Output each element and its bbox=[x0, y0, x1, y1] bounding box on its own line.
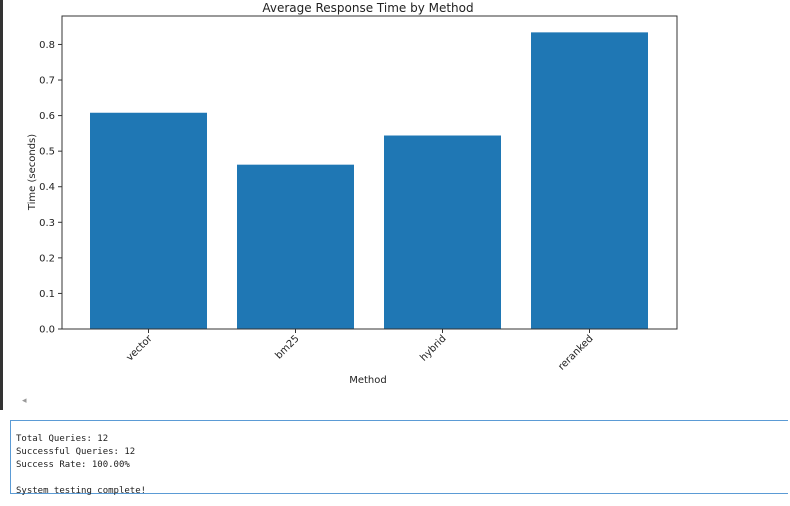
x-tick-label: reranked bbox=[556, 333, 595, 372]
y-tick-label: 0.3 bbox=[39, 218, 55, 229]
output-line: Successful Queries: 12 bbox=[16, 447, 136, 457]
x-axis-label: Method bbox=[349, 375, 387, 386]
bar bbox=[237, 164, 354, 329]
y-tick-label: 0.7 bbox=[39, 76, 55, 87]
y-tick-label: 0.2 bbox=[39, 253, 55, 264]
scroll-arrow[interactable]: ◂ bbox=[22, 396, 27, 406]
y-tick-label: 0.8 bbox=[39, 40, 55, 51]
chart-title: Average Response Time by Method bbox=[262, 1, 473, 15]
output-line: Total Queries: 12 bbox=[16, 434, 109, 444]
y-axis-label: Time (seconds) bbox=[27, 134, 38, 211]
y-tick-label: 0.0 bbox=[39, 325, 55, 336]
y-tick-label: 0.1 bbox=[39, 289, 55, 300]
y-tick-label: 0.4 bbox=[39, 182, 55, 193]
x-tick-label: bm25 bbox=[273, 333, 301, 361]
plot-frame bbox=[61, 15, 678, 330]
bar bbox=[384, 135, 501, 329]
x-tick-label: hybrid bbox=[418, 333, 448, 363]
y-tick-label: 0.5 bbox=[39, 147, 55, 158]
chart: Average Response Time by Method Method T… bbox=[0, 0, 678, 410]
output-block: Total Queries: 12 Successful Queries: 12 S… bbox=[16, 433, 788, 472]
y-tick-label: 0.6 bbox=[39, 111, 55, 122]
bar bbox=[531, 32, 648, 330]
output-line: System testing complete! bbox=[16, 486, 147, 496]
left-edge bbox=[0, 0, 3, 410]
bar bbox=[90, 112, 207, 329]
x-tick-label: vector bbox=[124, 333, 155, 364]
output-block: System testing complete! bbox=[16, 485, 788, 498]
output-area: Total Queries: 12 Successful Queries: 12 S… bbox=[10, 420, 788, 496]
output-line: Success Rate: 100.00% bbox=[16, 460, 130, 470]
